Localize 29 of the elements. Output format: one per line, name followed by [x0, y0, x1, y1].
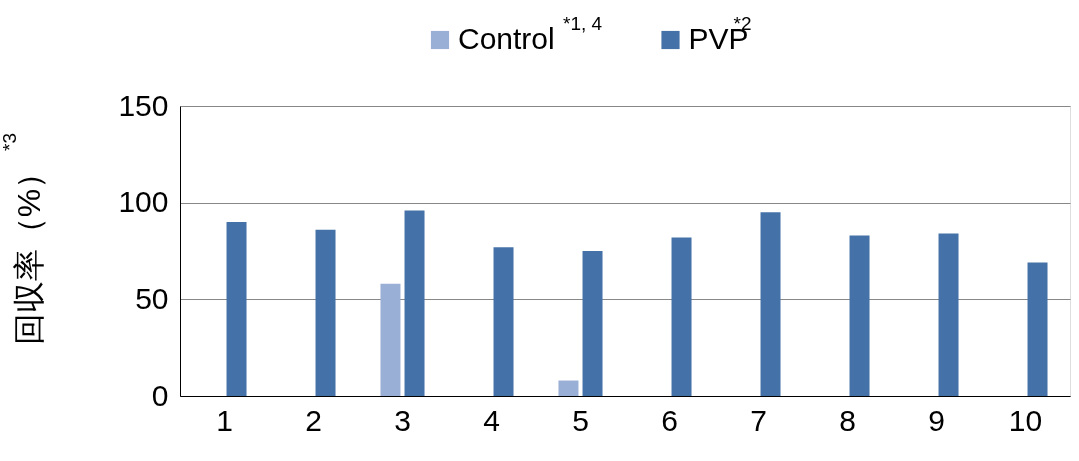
y-tick-label: 50 [135, 281, 169, 315]
x-tick-label: 6 [661, 403, 678, 437]
bar [226, 222, 247, 396]
bar [558, 380, 579, 396]
bar [1027, 262, 1048, 396]
y-axis-title: 回収率（%）*3 [0, 133, 47, 346]
legend-label: Control*1, 4 [458, 13, 603, 55]
x-tick-label: 8 [839, 403, 856, 437]
bar [671, 237, 692, 396]
x-tick-label: 9 [928, 403, 945, 437]
bar [760, 212, 781, 396]
y-tick-label: 0 [151, 378, 169, 412]
bar [582, 251, 603, 396]
bar [938, 233, 959, 396]
bar [849, 235, 870, 396]
x-tick-label: 7 [750, 403, 767, 437]
y-tick-label: 150 [118, 88, 169, 122]
x-tick-label: 3 [394, 403, 411, 437]
bar [493, 247, 514, 396]
x-tick-label: 10 [1008, 403, 1043, 437]
x-tick-label: 5 [572, 403, 589, 437]
bar [404, 210, 425, 396]
legend-label: PVP*2 [688, 13, 752, 55]
bar [315, 229, 336, 396]
x-tick-label: 4 [483, 403, 500, 437]
x-tick-label: 1 [216, 403, 233, 437]
y-tick-label: 100 [118, 185, 169, 219]
x-tick-label: 2 [305, 403, 322, 437]
bar [380, 283, 401, 396]
